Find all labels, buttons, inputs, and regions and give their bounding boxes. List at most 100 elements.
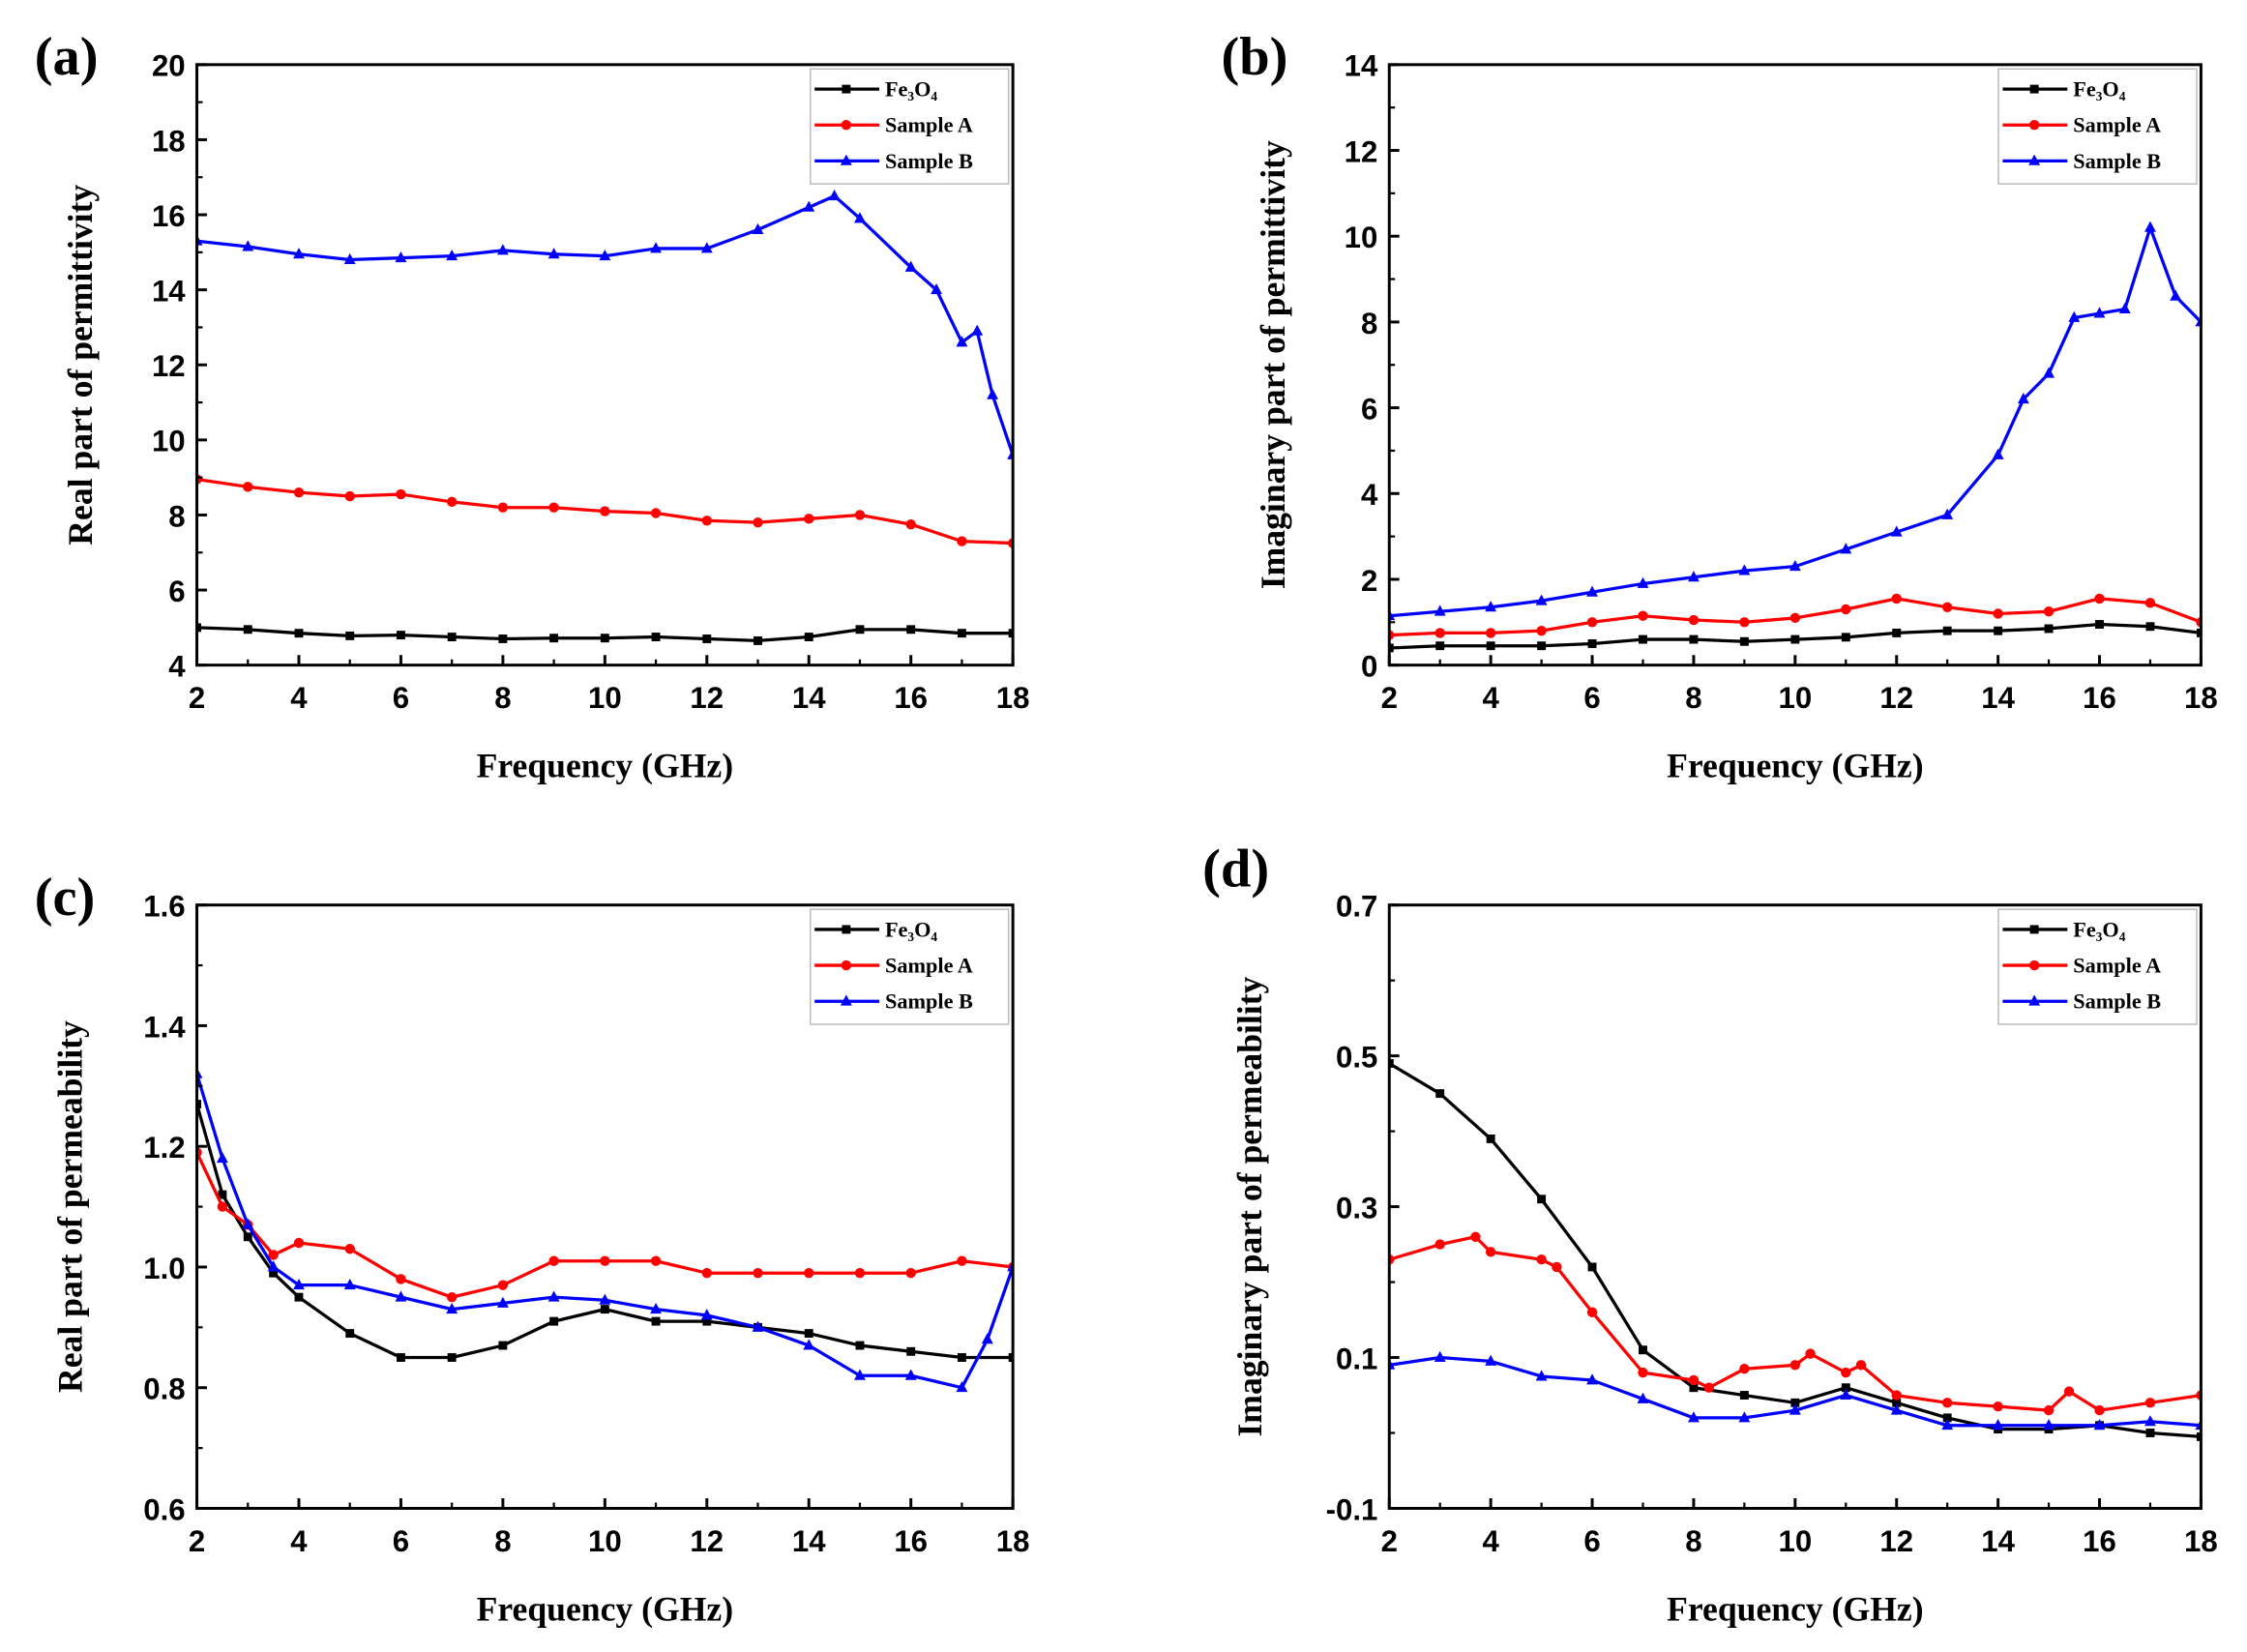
legend-label: Sample B [885,149,973,173]
data-point [1739,1364,1750,1374]
data-point [1485,601,1497,612]
data-point [1536,625,1547,636]
data-point [650,1255,662,1266]
data-point [651,1316,661,1326]
data-point [1942,626,1952,635]
data-point [1739,636,1749,646]
data-point [1389,643,1394,653]
data-point [1552,1261,1562,1273]
y-tick-label: 6 [1361,392,1377,426]
data-point [2094,1404,2105,1416]
data-point [1434,1239,1445,1250]
data-point [2118,302,2131,314]
data-point [1637,1392,1649,1403]
data-point [600,1305,609,1314]
legend: Fe₃O₄ Sample A Sample B [1997,68,2198,185]
data-point [196,1100,201,1108]
data-point [395,1290,407,1302]
data-point [701,1268,712,1279]
data-point [1739,617,1750,628]
x-tick-label: 6 [393,681,409,715]
y-axis-label: Real part of permittivity [61,185,100,546]
y-tick-label: 0.5 [1336,1041,1377,1075]
data-point [1586,1307,1598,1317]
data-point [981,1333,993,1344]
data-point [1941,508,1954,519]
data-point [1789,612,1801,624]
data-point [2145,622,2155,632]
data-point [1789,559,1801,572]
data-point [396,1353,405,1362]
data-point [600,506,610,516]
data-point [1892,628,1902,637]
data-point [447,633,457,642]
x-tick-label: 6 [1583,1524,1600,1558]
chart-panel-a: (a)2 4 6 8 10 12 14 16 18468101214161820Frequenc… [35,27,1030,784]
data-point [2017,393,2029,404]
data-point [971,324,984,336]
data-point [1891,593,1902,605]
legend-marker [2028,120,2040,131]
data-point [242,1218,254,1229]
x-tick-label: 2 [189,1524,205,1558]
x-tick-label: 18 [2184,681,2218,715]
data-point [600,1255,610,1266]
data-point [987,388,998,399]
data-point [1434,605,1446,616]
data-point [1992,448,2004,459]
data-point [957,1255,967,1266]
data-point [1891,1390,1902,1401]
data-point [344,490,355,502]
y-tick-label: 10 [152,425,186,458]
y-tick-label: 0.7 [1336,890,1377,924]
x-tick-label: 4 [1482,681,1499,715]
data-point [752,1320,764,1332]
x-tick-label: 8 [494,681,511,715]
data-point [268,1250,279,1260]
x-tick-label: 10 [1778,1524,1812,1558]
data-point [1434,628,1445,638]
data-point [1703,1382,1714,1393]
data-point [904,1369,917,1380]
data-point [804,514,814,524]
data-point [446,1302,458,1314]
legend-marker [2028,994,2041,1006]
legend-marker [840,994,852,1006]
data-point [1688,571,1700,582]
data-point [293,248,305,259]
data-point [650,1302,663,1314]
y-tick-label: 12 [1345,134,1378,168]
y-tick-label: 1.4 [143,1010,186,1044]
data-point [1942,1413,1952,1423]
data-point [395,251,407,263]
data-point [1790,634,1800,644]
data-point [1941,1419,1954,1431]
data-point [2095,620,2104,629]
data-point [343,252,356,265]
series-sample-b [196,1067,1014,1393]
data-point [854,1268,866,1279]
data-point [1537,641,1547,651]
x-tick-label: 12 [690,681,724,715]
legend-label: Fe₃O₄ [2073,917,2125,941]
series-fe-o- [196,623,1014,645]
data-point [2144,1398,2156,1408]
y-tick-label: 1.2 [143,1131,185,1165]
x-tick-label: 10 [588,681,622,715]
legend-marker [2028,959,2040,971]
data-point [2093,1419,2106,1431]
data-point [1435,641,1445,651]
y-tick-label: 16 [152,199,186,233]
data-point [1890,525,1903,537]
data-point [956,1381,968,1393]
series-line [1389,1062,2202,1438]
data-point [1841,604,1851,615]
data-point [906,1346,916,1356]
legend-marker [2028,154,2041,165]
data-point [1688,1374,1700,1386]
y-tick-label: 8 [1361,307,1377,340]
data-point [600,634,609,643]
series-sample-a [1389,1231,2202,1416]
series-line [196,1104,1014,1360]
x-tick-label: 8 [1685,1524,1701,1558]
